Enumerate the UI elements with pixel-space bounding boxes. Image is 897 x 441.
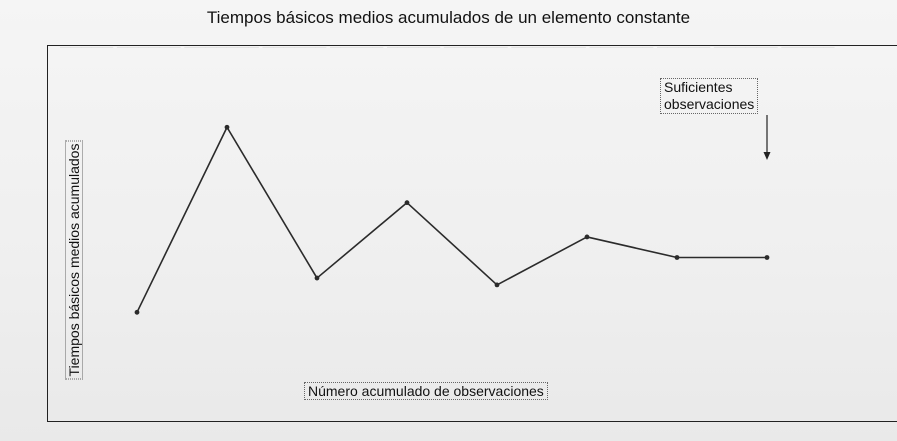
data-point: [224, 124, 230, 130]
chart-title: Tiempos básicos medios acumulados de un …: [206, 8, 691, 27]
y-axis-label: Tiempos básicos medios acumulados: [65, 140, 83, 380]
annotation-line-2: observaciones: [664, 96, 755, 112]
bleed-through-text: ───── ────── ─────── ────── ───── ───── …: [60, 40, 835, 56]
series-segment: [586, 236, 678, 259]
series-segment: [136, 126, 228, 314]
data-point: [494, 282, 500, 288]
data-point: [314, 275, 320, 281]
data-point: [764, 255, 770, 260]
x-axis-label: Número acumulado de observaciones: [304, 382, 548, 400]
annotation-arrow-head: [763, 152, 771, 160]
data-point: [404, 200, 410, 206]
series-segment: [496, 236, 588, 286]
data-point: [134, 309, 140, 315]
series-segment: [316, 201, 408, 279]
data-point: [584, 234, 590, 240]
series-segment: [226, 126, 318, 279]
sufficient-observations-annotation: Suficientes observaciones: [660, 78, 759, 114]
series-segment: [406, 201, 498, 286]
data-point: [674, 255, 680, 260]
annotation-layer: [763, 115, 771, 160]
annotation-line-1: Suficientes: [664, 79, 733, 95]
chart-frame: [47, 45, 897, 422]
marker-layer: [134, 124, 770, 315]
series-layer: [136, 126, 768, 314]
